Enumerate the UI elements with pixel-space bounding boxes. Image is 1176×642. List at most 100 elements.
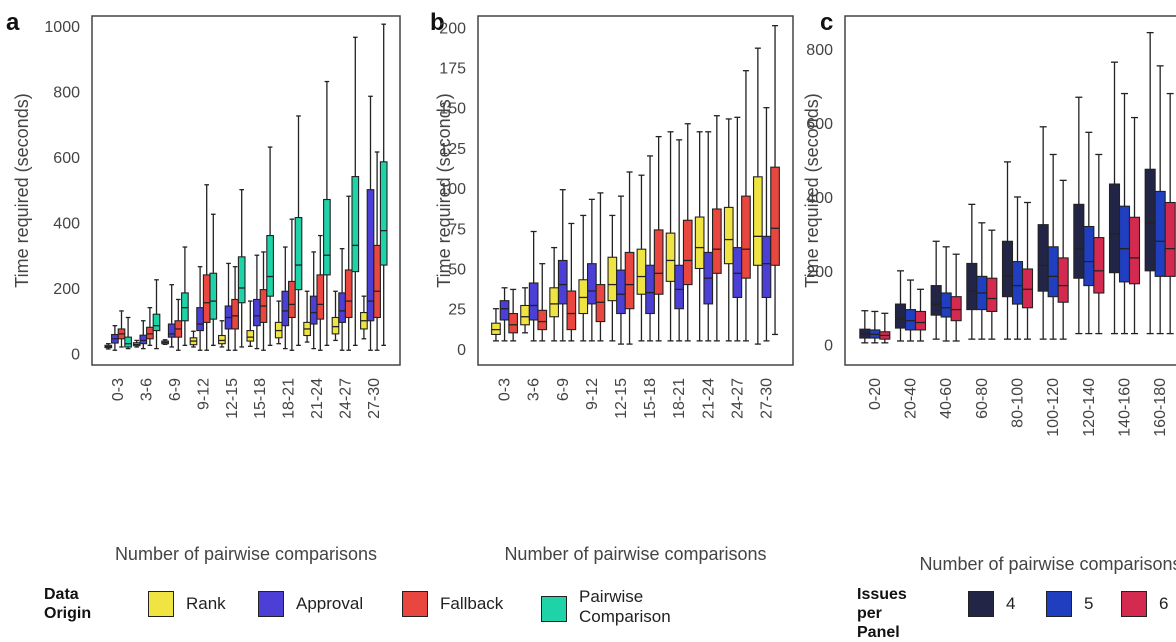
box-body: [380, 162, 387, 265]
legend-label: 5: [1084, 594, 1093, 614]
legend-swatch: [1121, 591, 1147, 617]
x-tick-label: 0-3: [497, 378, 514, 401]
x-tick-label: 12-15: [613, 378, 630, 419]
box-body: [617, 270, 626, 313]
y-tick-label: 25: [448, 302, 466, 319]
x-tick-label: 0-20: [867, 378, 884, 410]
legend-label: Pairwise Comparison: [579, 587, 671, 627]
x-tick-label: 9-12: [195, 378, 212, 410]
box-body: [254, 299, 261, 325]
box-body: [754, 177, 763, 265]
box-body: [538, 310, 547, 329]
y-tick-label: 0: [457, 342, 466, 359]
x-tick-label: 60-80: [974, 378, 991, 419]
box-body: [724, 207, 733, 263]
x-tick-label: 18-21: [671, 378, 688, 419]
y-tick-label: 175: [439, 60, 466, 77]
box-body: [637, 249, 646, 294]
box-body: [675, 265, 684, 308]
box-body: [588, 264, 597, 304]
box-body: [608, 257, 617, 300]
y-axis-label: Time required (seconds): [434, 93, 454, 287]
y-tick-label: 0: [71, 347, 80, 364]
box-body: [558, 260, 567, 303]
legend-item-rank: Rank: [148, 591, 226, 617]
legend-label-line2: Comparison: [579, 607, 671, 627]
panel-letter: c: [820, 9, 833, 36]
legend-title: Data Origin: [44, 585, 91, 623]
box-body: [509, 314, 518, 333]
box-body: [695, 217, 704, 268]
box-body: [654, 230, 663, 294]
box-body: [646, 265, 655, 313]
box-body: [1023, 269, 1033, 308]
y-tick-label: 600: [53, 150, 80, 167]
legend-item-5: 5: [1046, 591, 1093, 617]
y-tick-label: 0: [824, 338, 833, 355]
box-body: [317, 275, 324, 319]
box-body: [203, 275, 210, 323]
x-tick-label: 40-60: [938, 378, 955, 419]
legend-swatch: [968, 591, 994, 617]
chart-panel-c: c 0 200 400 600 800 Time required (seconds) 0-2…: [802, 9, 1176, 574]
y-tick-label: 200: [439, 20, 466, 37]
box-body: [1013, 262, 1023, 304]
legend-item-approval: Approval: [258, 591, 363, 617]
box-body: [345, 270, 352, 318]
box-body: [550, 288, 559, 317]
legend-item-4: 4: [968, 591, 1015, 617]
box-body: [310, 296, 317, 324]
box-body: [967, 263, 977, 309]
x-tick-label: 27-30: [758, 378, 775, 419]
box-body: [238, 257, 245, 303]
x-tick-label: 140-160: [1117, 378, 1134, 437]
box-body: [147, 327, 154, 338]
box-body: [529, 283, 538, 320]
box-body: [683, 220, 692, 284]
box-body: [210, 273, 217, 319]
x-tick-label: 21-24: [700, 378, 717, 419]
box-body: [521, 305, 530, 324]
chart-panel-a: a 0 200 400 600 800 1000 Time required (seconds…: [6, 9, 400, 564]
box-body: [339, 293, 346, 322]
legend-swatch: [541, 596, 567, 622]
box-body: [324, 200, 331, 275]
box-body: [1155, 191, 1165, 276]
x-axis-label: Number of pairwise comparisons: [504, 544, 766, 564]
box-body: [951, 297, 961, 321]
box-body: [762, 236, 771, 297]
box-body: [1003, 241, 1013, 296]
box-body: [1110, 184, 1120, 273]
box-body: [492, 323, 501, 334]
chart-panel-b: b 0 25 50 75 100 125 150 175 200 Time required (se…: [430, 9, 793, 564]
box-body: [219, 336, 226, 344]
x-tick-label: 27-30: [366, 378, 383, 419]
box-body: [232, 299, 239, 328]
legend-swatch: [1046, 591, 1072, 617]
x-tick-label: 24-27: [337, 378, 354, 419]
legend-swatch: [258, 591, 284, 617]
legend-label: 4: [1006, 594, 1015, 614]
legend-title-line1: Issues per: [857, 585, 907, 623]
box-body: [567, 291, 576, 330]
box-body: [579, 280, 588, 314]
x-tick-label: 15-18: [252, 378, 269, 419]
x-tick-label: 3-6: [526, 378, 543, 401]
box-body: [1165, 203, 1175, 277]
legend-item-pairwise: Pairwise Comparison: [541, 591, 671, 627]
box-body: [771, 167, 780, 265]
x-tick-label: 0-3: [110, 378, 127, 401]
box-body: [596, 285, 605, 322]
box-body: [742, 196, 751, 278]
box-body: [332, 317, 339, 333]
box-body: [1074, 204, 1084, 278]
legend-swatch: [402, 591, 428, 617]
panel-letter: a: [6, 9, 20, 36]
x-tick-label: 3-6: [139, 378, 156, 401]
box-body: [1084, 227, 1094, 286]
plot-frame: [845, 16, 1176, 365]
box-body: [666, 233, 675, 281]
box-body: [153, 314, 160, 330]
box-body: [168, 324, 175, 337]
